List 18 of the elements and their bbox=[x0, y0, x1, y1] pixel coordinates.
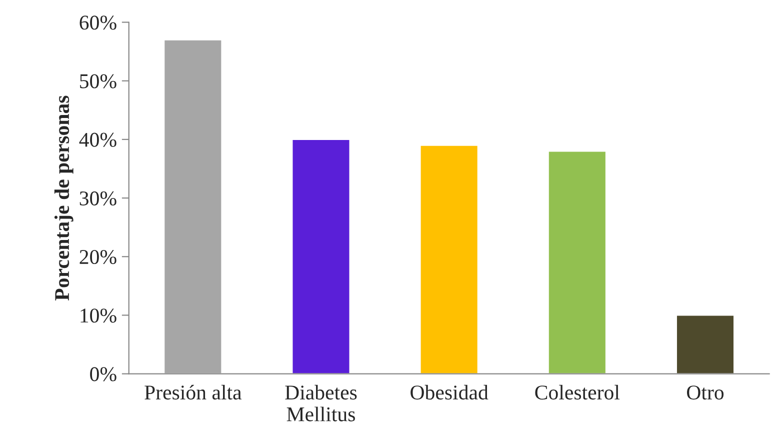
y-tick-label: 20% bbox=[80, 250, 116, 264]
y-tick-label: 60% bbox=[80, 16, 116, 30]
x-tick-label: Otro bbox=[687, 386, 724, 400]
x-tick-label: Colesterol bbox=[535, 384, 620, 400]
bar bbox=[548, 150, 607, 374]
y-tick-label: 0% bbox=[90, 367, 116, 382]
x-tick-label: Diabetes Mellitus bbox=[285, 384, 357, 422]
x-tick-label: Presión alta bbox=[144, 384, 242, 400]
bar bbox=[292, 138, 350, 374]
y-axis-title: Porcentaje de personas bbox=[54, 96, 74, 300]
y-tick-label: 10% bbox=[80, 308, 116, 323]
x-tick-label: Obesidad bbox=[410, 384, 488, 400]
y-tick-label: 40% bbox=[79, 132, 116, 147]
bar bbox=[676, 314, 735, 374]
bar bbox=[164, 39, 222, 374]
y-tick-label: 30% bbox=[80, 191, 116, 206]
bar bbox=[420, 144, 478, 374]
y-tick-label: 50% bbox=[80, 74, 116, 88]
